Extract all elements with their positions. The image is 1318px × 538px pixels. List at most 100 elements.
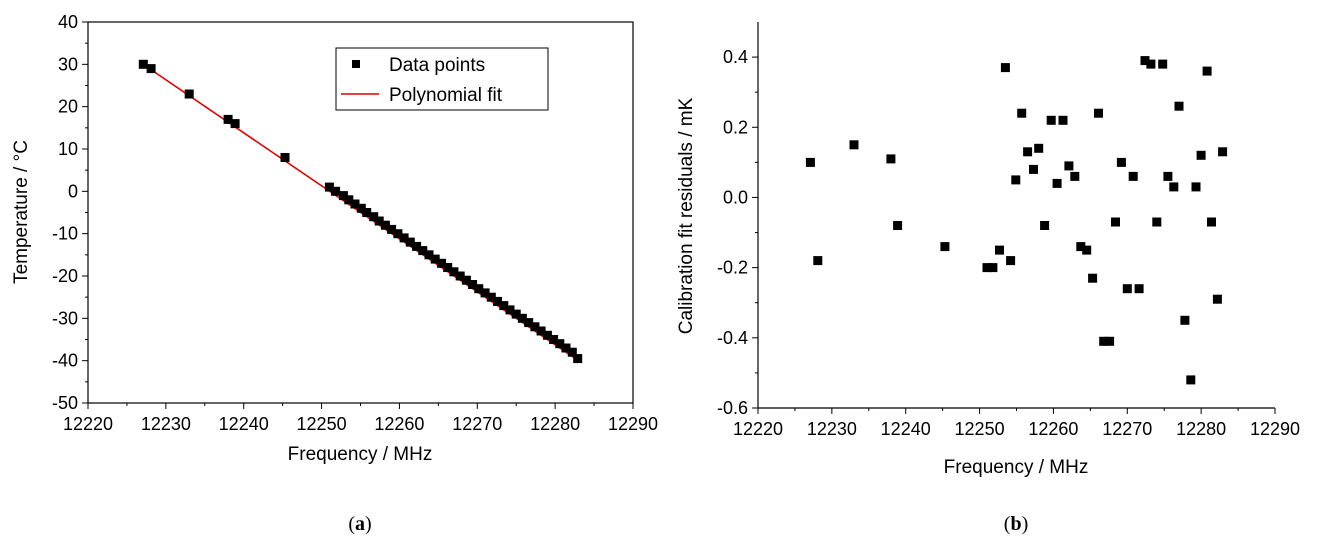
x-tick-label-a: 12250 [297, 414, 347, 434]
data-point-b [1158, 59, 1168, 69]
data-point-a [223, 114, 233, 124]
data-point-a [324, 182, 334, 192]
data-point-b [1011, 175, 1021, 185]
data-point-a [424, 250, 434, 260]
legend-label-data-points: Data points [389, 55, 485, 76]
data-point-a [362, 208, 372, 217]
data-point-b [1006, 256, 1016, 266]
data-point-a [555, 339, 565, 349]
data-point-b [995, 245, 1004, 255]
data-point-b [1128, 171, 1138, 181]
data-point-a [350, 199, 360, 209]
data-point-b [1191, 182, 1201, 192]
data-point-b [1169, 182, 1179, 192]
x-tick-label-a: 12280 [530, 414, 580, 434]
x-tick-label-a: 12240 [219, 414, 269, 434]
data-point-a [393, 229, 403, 239]
chart-b: 12220 12230 12240 12250 12260 12270 12280 12290… [676, 22, 1300, 535]
data-point-b [1174, 101, 1184, 111]
y-tick-label-b: 0.0 [723, 187, 748, 207]
x-tick-label-b: 12280 [1176, 419, 1226, 439]
data-point-b [1140, 56, 1150, 66]
x-axis-title-b: Frequency / MHz [944, 457, 1089, 478]
data-point-b [1076, 242, 1086, 252]
data-point-a [443, 263, 453, 272]
data-point-a [573, 354, 583, 364]
data-point-b [1070, 171, 1080, 181]
legend-a: Data points Polynomial fit [335, 47, 549, 111]
data-point-b [1064, 161, 1074, 171]
legend-label-polynomial-fit: Polynomial fit [389, 85, 503, 106]
y-axis-title-a: Temperature / °C [11, 140, 32, 284]
data-point-b [1207, 217, 1216, 227]
data-point-a [230, 119, 240, 129]
data-point-b [1163, 171, 1173, 181]
x-tick-label-a: 12220 [63, 414, 113, 434]
data-point-a [499, 301, 509, 311]
data-point-b [1180, 315, 1190, 325]
y-tick-label-b: 0.2 [723, 117, 748, 137]
data-point-a [405, 237, 415, 247]
x-tick-label-a: 12230 [141, 414, 191, 434]
data-point-b [1000, 63, 1010, 73]
data-point-b [988, 263, 998, 273]
data-point-a [344, 195, 354, 205]
data-point-a [399, 233, 409, 243]
y-tick-label-a: -10 [52, 224, 78, 244]
data-point-b [1052, 178, 1062, 188]
data-point-b [1116, 157, 1126, 167]
caption-a-close: ) [365, 513, 372, 535]
data-point-a [380, 220, 390, 230]
x-tick-label-b: 12260 [1028, 419, 1078, 439]
data-point-a [486, 292, 496, 302]
data-point-b [813, 256, 823, 266]
data-points-a [138, 59, 583, 364]
data-point-a [493, 296, 502, 306]
data-point-a [430, 254, 440, 264]
caption-b-close: ) [1022, 513, 1029, 535]
x-tick-label-a: 12290 [608, 414, 658, 434]
y-tick-label-b: 0.4 [723, 47, 748, 67]
y-tick-label-a: -20 [52, 266, 78, 286]
data-point-b [1046, 115, 1056, 125]
data-point-b [1134, 284, 1144, 294]
legend-box [335, 47, 549, 111]
data-point-a [356, 203, 366, 213]
data-point-b [1146, 59, 1156, 69]
data-point-a [437, 258, 446, 268]
data-point-b [805, 157, 815, 167]
data-point-b [1111, 217, 1120, 227]
data-point-a [561, 343, 571, 353]
x-tick-label-b: 12290 [1250, 419, 1300, 439]
x-tick-label-b: 12220 [733, 419, 783, 439]
data-point-a [338, 191, 348, 201]
data-point-a [387, 224, 397, 234]
data-point-a [455, 271, 465, 281]
data-point-a [524, 318, 534, 328]
data-point-a [418, 246, 428, 256]
y-tick-label-b: -0.4 [717, 328, 748, 348]
data-point-b [1029, 164, 1038, 174]
data-point-b [1186, 375, 1196, 385]
x-tick-label-b: 12250 [955, 419, 1005, 439]
x-tick-label-b: 12270 [1102, 419, 1152, 439]
data-point-a [461, 275, 471, 285]
data-point-a [184, 89, 194, 99]
data-point-b [886, 154, 896, 164]
y-tick-label-a: 10 [58, 139, 78, 159]
data-point-a [511, 309, 521, 319]
y-tick-label-a: -30 [52, 308, 78, 328]
data-point-a [536, 326, 546, 336]
y-tick-label-a: -50 [52, 393, 78, 413]
data-point-b [940, 242, 950, 252]
data-point-a [138, 59, 148, 69]
x-axis-title-a: Frequency / MHz [288, 444, 433, 465]
y-tick-label-b: -0.6 [717, 398, 748, 418]
x-tick-label-b: 12230 [807, 419, 857, 439]
data-point-a [542, 330, 552, 340]
data-point-b [1218, 147, 1228, 157]
y-axis-title-b: Calibration fit residuals / mK [676, 97, 697, 334]
data-point-a [412, 241, 422, 251]
data-point-b [1040, 221, 1050, 230]
